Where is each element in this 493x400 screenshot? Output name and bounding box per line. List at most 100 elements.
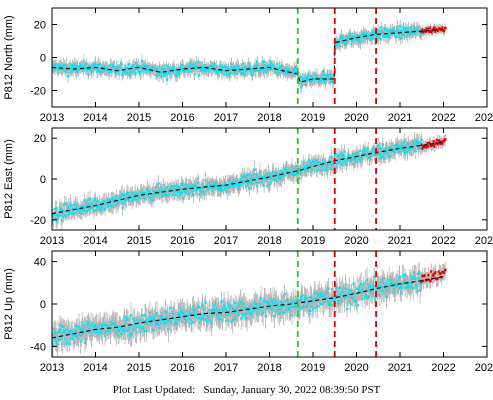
data-point — [249, 68, 253, 71]
data-point — [273, 314, 276, 318]
data-point — [413, 275, 417, 278]
data-point — [383, 28, 386, 32]
x-tick-label: 2021 — [388, 362, 412, 374]
data-point — [264, 173, 268, 176]
data-point — [227, 186, 231, 189]
recent-point — [443, 26, 447, 30]
data-point — [394, 35, 398, 38]
data-point — [151, 318, 154, 321]
data-point — [260, 178, 264, 182]
data-point — [64, 68, 67, 72]
data-point — [358, 285, 362, 288]
data-point — [326, 168, 329, 172]
model-line — [52, 28, 444, 83]
data-point — [220, 71, 224, 74]
data-point — [173, 68, 177, 71]
data-point — [101, 204, 104, 207]
data-point — [400, 144, 404, 147]
data-point — [166, 186, 169, 189]
data-point — [240, 180, 244, 183]
data-point — [243, 174, 246, 177]
data-point — [317, 81, 320, 84]
data-point — [200, 69, 203, 72]
data-point — [206, 182, 210, 185]
data-point — [342, 295, 346, 298]
data-point — [197, 74, 201, 77]
data-point — [316, 304, 319, 308]
data-point — [135, 198, 138, 201]
data-point — [312, 297, 316, 301]
data-point — [109, 327, 113, 331]
recent-point — [432, 274, 436, 277]
data-point — [259, 297, 263, 300]
data-point — [332, 81, 335, 84]
data-point — [329, 302, 332, 305]
data-point — [402, 28, 405, 31]
data-point — [149, 196, 152, 200]
data-point — [153, 68, 156, 71]
data-point — [157, 182, 160, 185]
data-point — [337, 299, 341, 303]
data-point — [386, 149, 389, 152]
data-point — [243, 65, 247, 69]
data-point — [329, 160, 333, 164]
data-point — [190, 318, 193, 322]
data-point — [118, 329, 122, 332]
data-point — [342, 154, 345, 157]
data-point — [158, 191, 161, 195]
data-point — [192, 188, 196, 191]
data-point — [106, 200, 109, 204]
data-point — [400, 36, 404, 40]
data-point — [152, 189, 155, 192]
data-point — [363, 34, 367, 37]
x-tick-label: 2015 — [127, 235, 151, 247]
data-point — [146, 187, 150, 190]
data-point — [211, 308, 215, 312]
data-point — [257, 177, 260, 181]
data-point — [412, 141, 416, 145]
data-point — [149, 315, 152, 319]
data-point — [98, 204, 102, 207]
x-tick-label: 2022 — [431, 235, 455, 247]
data-point — [271, 64, 275, 67]
data-point — [282, 170, 285, 174]
data-point — [233, 311, 236, 315]
data-point — [269, 304, 273, 307]
data-point — [176, 71, 179, 75]
data-point — [115, 70, 119, 73]
data-point — [286, 307, 289, 310]
data-points — [52, 19, 447, 94]
data-point — [214, 183, 217, 187]
data-point — [263, 298, 266, 302]
data-point — [88, 197, 92, 200]
data-point — [357, 155, 361, 158]
data-point — [145, 70, 148, 74]
data-point — [168, 314, 171, 317]
data-point — [272, 301, 275, 305]
data-point — [189, 185, 193, 188]
data-point — [339, 162, 343, 165]
data-point — [357, 290, 361, 293]
data-point — [280, 66, 283, 69]
data-point — [133, 67, 137, 70]
data-point — [84, 211, 88, 214]
data-point — [72, 203, 76, 206]
data-point — [148, 190, 152, 193]
data-point — [141, 69, 145, 72]
data-point — [132, 196, 136, 199]
data-point — [177, 185, 180, 189]
data-point — [55, 339, 58, 342]
data-point — [225, 71, 229, 74]
data-point — [207, 70, 211, 73]
data-point — [76, 330, 79, 333]
data-point — [165, 316, 168, 320]
data-point — [315, 169, 319, 172]
data-point — [242, 71, 245, 74]
data-point — [83, 209, 87, 212]
data-point — [81, 66, 84, 69]
data-point — [255, 312, 259, 316]
model-line — [52, 275, 444, 339]
recent-point — [425, 27, 429, 30]
data-point — [251, 178, 254, 181]
x-tick-label: 2023 — [475, 362, 493, 374]
